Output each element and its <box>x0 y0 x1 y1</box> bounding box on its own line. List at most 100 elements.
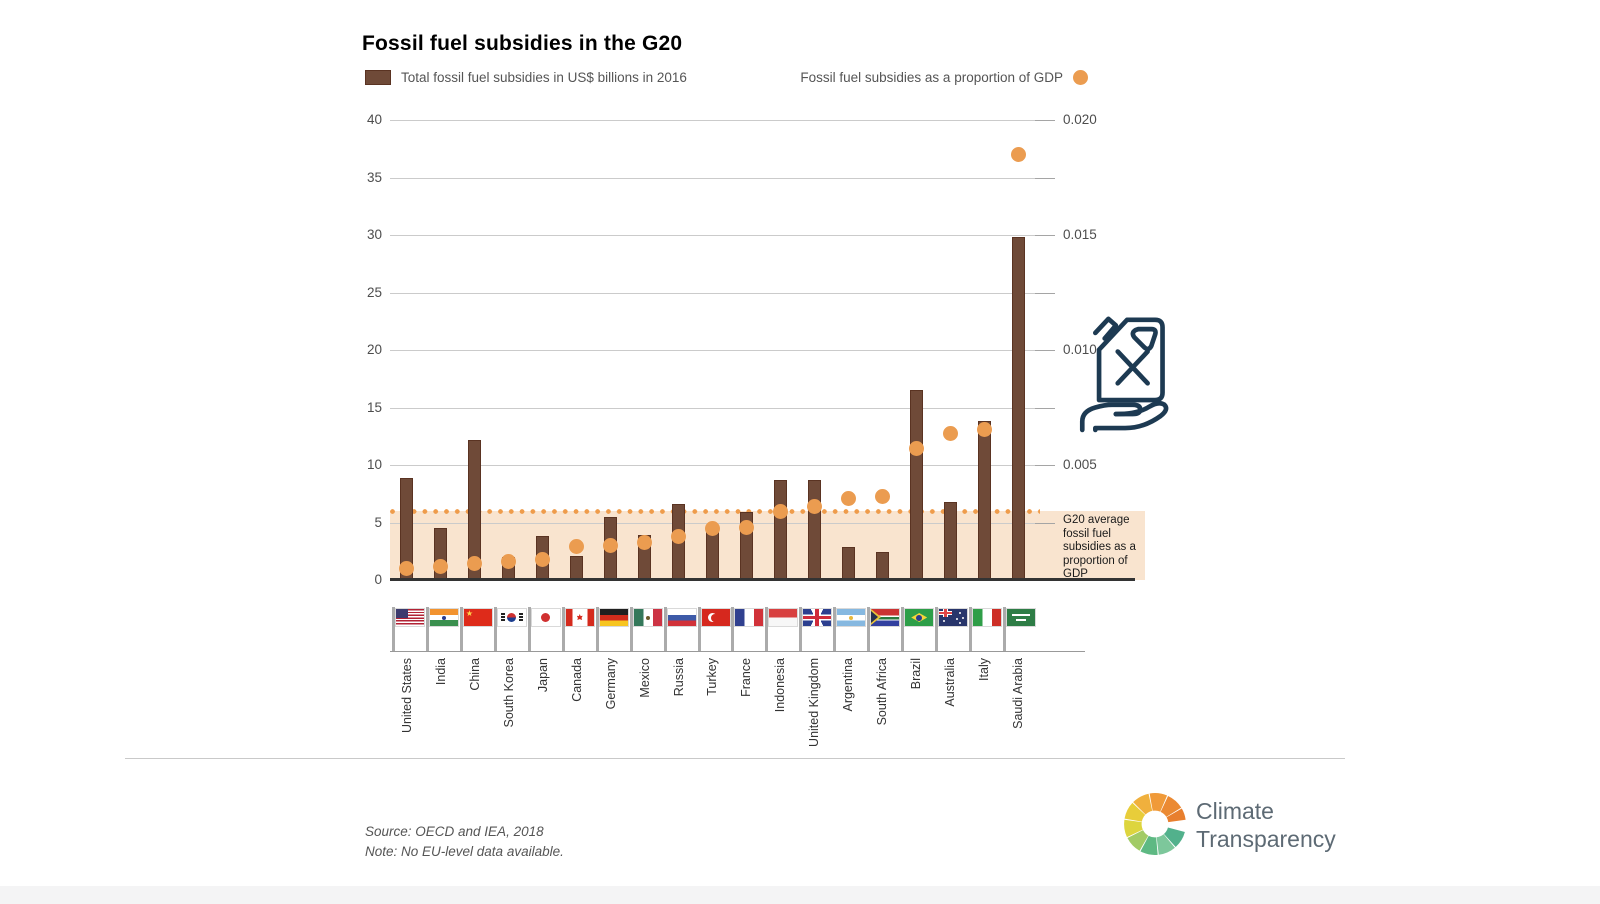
flag-cell <box>662 600 696 651</box>
bar-legend-label: Total fossil fuel subsidies in US$ billi… <box>401 70 687 85</box>
flag-icon <box>803 609 832 626</box>
country-label-cell: Russia <box>662 658 696 696</box>
country-label-cell: Indonesia <box>763 658 797 712</box>
gdp-dot <box>569 539 585 555</box>
country-label-cell: France <box>729 658 763 697</box>
flag-icon <box>905 609 934 626</box>
grid-line <box>390 407 1035 409</box>
grid-line <box>390 350 1035 351</box>
country-label-cell: Argentina <box>831 658 865 712</box>
flag-pole <box>392 607 395 651</box>
fuel-can-hand-icon <box>1058 283 1170 435</box>
footer-divider <box>125 758 1345 759</box>
flag-icon <box>396 609 424 626</box>
right-axis-tick <box>1035 120 1055 121</box>
bar <box>400 477 414 580</box>
left-axis-tick-label: 20 <box>366 342 382 357</box>
bar <box>570 555 584 580</box>
country-label-cell: Brazil <box>899 658 933 689</box>
left-axis-tick-label: 30 <box>366 227 382 242</box>
flag-pole <box>663 607 667 651</box>
country-label: India <box>433 658 448 686</box>
right-axis-tick <box>1035 177 1055 179</box>
flag-icon <box>565 609 594 626</box>
flag-pole <box>901 607 905 651</box>
gdp-dot <box>908 441 924 457</box>
dot-legend-marker <box>1073 70 1088 85</box>
flag-cell <box>458 600 492 651</box>
gdp-dot <box>976 421 992 437</box>
bar <box>773 479 787 580</box>
gdp-dot <box>637 534 653 550</box>
flags-row <box>390 600 1036 651</box>
flags-baseline <box>390 651 1085 652</box>
flag-cell <box>560 600 594 651</box>
grid-line <box>390 465 1035 466</box>
grid-line <box>390 292 1035 294</box>
gdp-dot <box>772 503 788 519</box>
country-label: United Kingdom <box>807 658 822 747</box>
flag-icon <box>837 609 866 626</box>
flag-icon <box>429 609 458 626</box>
flag-pole <box>425 607 429 651</box>
flag-pole <box>595 607 599 651</box>
grid-line <box>390 235 1035 236</box>
g20-average-dotted-line <box>390 508 1040 514</box>
right-axis-tick <box>1035 465 1055 466</box>
bar-legend-swatch <box>365 70 391 85</box>
gdp-dot <box>603 538 619 553</box>
bar <box>706 530 719 580</box>
flag-pole <box>493 607 497 651</box>
gdp-dot <box>942 426 958 442</box>
flag-pole <box>527 607 531 651</box>
country-label: Russia <box>671 658 686 697</box>
grid-line <box>390 177 1035 179</box>
right-axis-tick-label: 0.015 <box>1063 227 1097 242</box>
country-label-cell: Japan <box>526 658 560 692</box>
left-axis-tick-label: 15 <box>366 399 382 415</box>
gdp-dot <box>806 498 822 514</box>
country-label: Turkey <box>705 658 720 696</box>
country-label: Argentina <box>841 658 856 712</box>
gdp-dot <box>738 519 754 535</box>
flag-cell <box>831 600 866 651</box>
flag-icon <box>939 609 968 626</box>
gdp-dot <box>399 561 415 576</box>
flag-pole <box>697 607 701 651</box>
flag-icon <box>973 609 1002 626</box>
flag-cell <box>492 600 526 651</box>
flag-pole <box>969 607 973 651</box>
left-axis-tick-label: 5 <box>374 514 382 530</box>
country-label: Australia <box>943 658 958 707</box>
country-label: Canada <box>569 658 584 702</box>
gdp-dot <box>874 488 890 504</box>
right-axis-tick <box>1035 292 1055 294</box>
flag-cell <box>696 600 730 651</box>
country-label-cell: Australia <box>933 658 967 707</box>
flag-pole <box>1003 607 1007 651</box>
right-axis-tick-label: 0.020 <box>1063 112 1097 127</box>
flag-cell <box>899 600 934 651</box>
country-label: France <box>739 658 754 697</box>
country-label: South Africa <box>875 658 890 726</box>
gdp-dot <box>671 528 687 544</box>
left-axis-tick-label: 10 <box>366 457 382 472</box>
g20-average-annotation: G20 average fossil fuel subsidies as a p… <box>1063 514 1136 581</box>
flag-cell <box>526 600 560 651</box>
country-label-cell: Saudi Arabia <box>1001 658 1035 729</box>
gdp-dot <box>535 551 551 567</box>
page-bottom-strip <box>0 886 1600 904</box>
source-line: Source: OECD and IEA, 2018 <box>365 824 544 839</box>
gdp-dot <box>1010 147 1026 162</box>
country-label: Mexico <box>637 658 652 698</box>
flag-pole <box>765 607 769 651</box>
flag-cell <box>1001 600 1036 651</box>
flag-pole <box>799 607 803 651</box>
country-labels-row: United States India China South Korea Japan C… <box>390 658 1035 758</box>
country-label-cell: South Korea <box>492 658 526 728</box>
climate-transparency-logo-icon <box>1122 791 1188 862</box>
plot-area: G20 average fossil fuel subsidies as a p… <box>367 112 1169 587</box>
flag-cell <box>729 600 764 651</box>
legend-dots: Fossil fuel subsidies as a proportion of… <box>770 70 1088 85</box>
